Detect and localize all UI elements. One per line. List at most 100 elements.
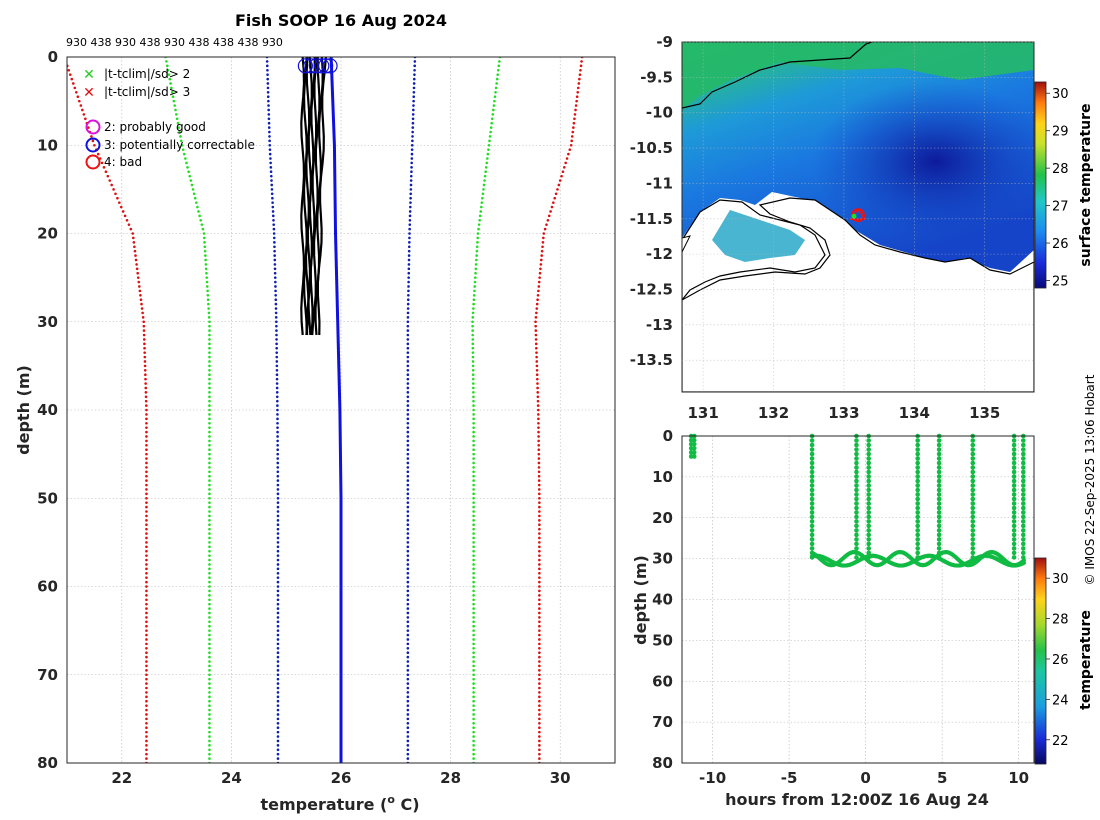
- climatology-point: [580, 60, 583, 63]
- climatology-point: [536, 404, 540, 407]
- climatology-point: [406, 602, 410, 606]
- climatology-point: [406, 748, 410, 752]
- cast-sample-point: [866, 456, 872, 461]
- cast-sample-point: [915, 447, 920, 452]
- climatology-point: [493, 99, 496, 103]
- top-depth-labels: 930 438 930 438 930 438 438 438 930: [66, 36, 283, 49]
- climatology-point: [276, 708, 280, 712]
- climatology-point: [406, 316, 410, 319]
- climatology-point: [538, 496, 541, 500]
- climatology-point: [497, 64, 501, 68]
- climatology-point: [479, 210, 483, 213]
- climatology-point: [267, 104, 270, 107]
- climatology-point: [486, 157, 489, 160]
- climatology-point: [535, 355, 538, 359]
- cast-sample-point: [970, 523, 976, 529]
- climatology-point: [272, 236, 276, 240]
- climatology-point: [489, 130, 492, 134]
- cast-sample-point: [809, 451, 815, 457]
- climatology-point: [208, 748, 211, 752]
- depth-time-y-tick-label: 50: [652, 631, 673, 649]
- climatology-point: [145, 519, 148, 522]
- climatology-point: [175, 113, 178, 116]
- climatology-point: [540, 254, 544, 257]
- climatology-point: [542, 236, 545, 240]
- climatology-point: [406, 368, 410, 372]
- climatology-point: [477, 227, 480, 231]
- climatology-point: [472, 739, 475, 743]
- climatology-point: [208, 624, 211, 628]
- climatology-point: [276, 629, 280, 632]
- climatology-point: [276, 682, 280, 685]
- climatology-point: [276, 677, 280, 681]
- climatology-point: [93, 143, 96, 147]
- climatology-point: [409, 183, 413, 187]
- climatology-point: [535, 302, 539, 306]
- climatology-point: [472, 744, 475, 747]
- profile-legend: ✕ |t-tclim|/sd> 2 ✕ |t-tclim|/sd> 3 2: p…: [83, 67, 255, 170]
- legend-marker-correctable: [85, 137, 101, 153]
- climatology-point: [145, 646, 148, 650]
- climatology-point: [472, 580, 475, 584]
- cast-sample-point: [809, 465, 815, 470]
- cast-sample-point: [936, 456, 942, 461]
- climatology-point: [472, 704, 475, 707]
- climatology-point: [272, 227, 276, 231]
- climatology-point: [471, 311, 475, 315]
- climatology-point: [145, 483, 148, 487]
- climatology-point: [145, 563, 148, 566]
- depth-time-y-tick-label: 0: [663, 427, 673, 445]
- climatology-point: [538, 735, 541, 738]
- climatology-point: [145, 466, 148, 469]
- cast-sample-point: [866, 487, 872, 493]
- sst-colorbar-tick-label: 26: [1052, 237, 1069, 252]
- cast-sample-point: [1020, 514, 1026, 520]
- climatology-point: [81, 108, 84, 112]
- climatology-point: [473, 276, 477, 279]
- cast-sample-point: [1020, 546, 1026, 551]
- cast-sample-point: [809, 496, 815, 502]
- climatology-point: [96, 152, 100, 156]
- cast-sample-point: [866, 496, 872, 502]
- climatology-point: [208, 620, 211, 624]
- climatology-point: [208, 395, 211, 399]
- climatology-point: [407, 271, 411, 275]
- climatology-point: [406, 373, 410, 377]
- climatology-point: [145, 638, 148, 641]
- climatology-point: [408, 241, 411, 244]
- climatology-point: [208, 510, 211, 513]
- climatology-point: [472, 483, 475, 487]
- climatology-point: [472, 708, 475, 712]
- climatology-point: [406, 713, 410, 716]
- climatology-point: [208, 364, 211, 368]
- cast-sample-point: [936, 447, 942, 452]
- climatology-point: [179, 139, 183, 143]
- climatology-point: [472, 567, 475, 571]
- climatology-point: [472, 655, 475, 659]
- profile-tick-labels: 22 24 26 28 30 0 10 20 30 40 50 60 70 80: [37, 48, 571, 787]
- climatology-point: [472, 413, 475, 416]
- cast-sample-point: [936, 465, 942, 470]
- climatology-series-clim-3sd: [67, 61, 148, 763]
- climatology-point: [476, 236, 480, 240]
- cast-sample-point: [1020, 550, 1026, 556]
- climatology-point: [208, 558, 211, 562]
- climatology-point: [558, 179, 562, 182]
- climatology-point: [84, 117, 87, 121]
- climatology-point: [496, 68, 500, 72]
- climatology-point: [406, 567, 410, 571]
- climatology-point: [475, 249, 479, 253]
- climatology-point: [208, 739, 211, 743]
- cast-sample-point: [1011, 546, 1017, 551]
- climatology-point: [273, 249, 276, 253]
- climatology-point: [267, 126, 271, 129]
- climatology-point: [275, 395, 279, 399]
- climatology-point: [534, 338, 538, 341]
- climatology-point: [133, 245, 136, 249]
- climatology-point: [102, 166, 106, 169]
- climatology-point: [406, 364, 410, 368]
- climatology-point: [198, 214, 201, 218]
- climatology-point: [536, 377, 539, 381]
- climatology-point: [406, 642, 410, 646]
- cast-sample-point: [809, 442, 815, 448]
